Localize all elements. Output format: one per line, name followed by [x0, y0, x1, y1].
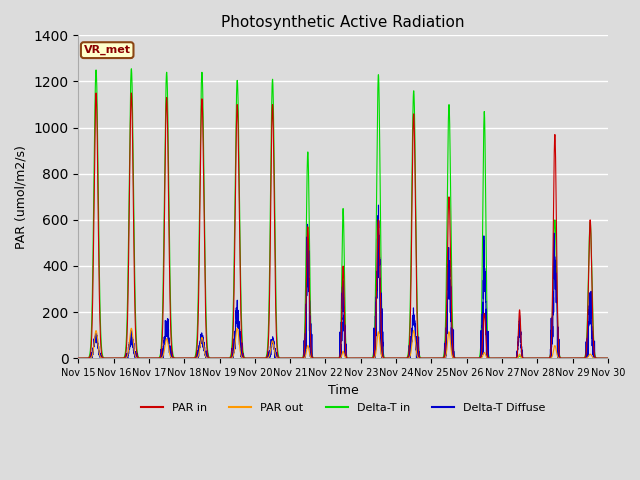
Legend: PAR in, PAR out, Delta-T in, Delta-T Diffuse: PAR in, PAR out, Delta-T in, Delta-T Dif… — [136, 398, 550, 417]
Title: Photosynthetic Active Radiation: Photosynthetic Active Radiation — [221, 15, 465, 30]
Y-axis label: PAR (umol/m2/s): PAR (umol/m2/s) — [15, 145, 28, 249]
X-axis label: Time: Time — [328, 384, 358, 396]
Text: VR_met: VR_met — [84, 45, 131, 55]
